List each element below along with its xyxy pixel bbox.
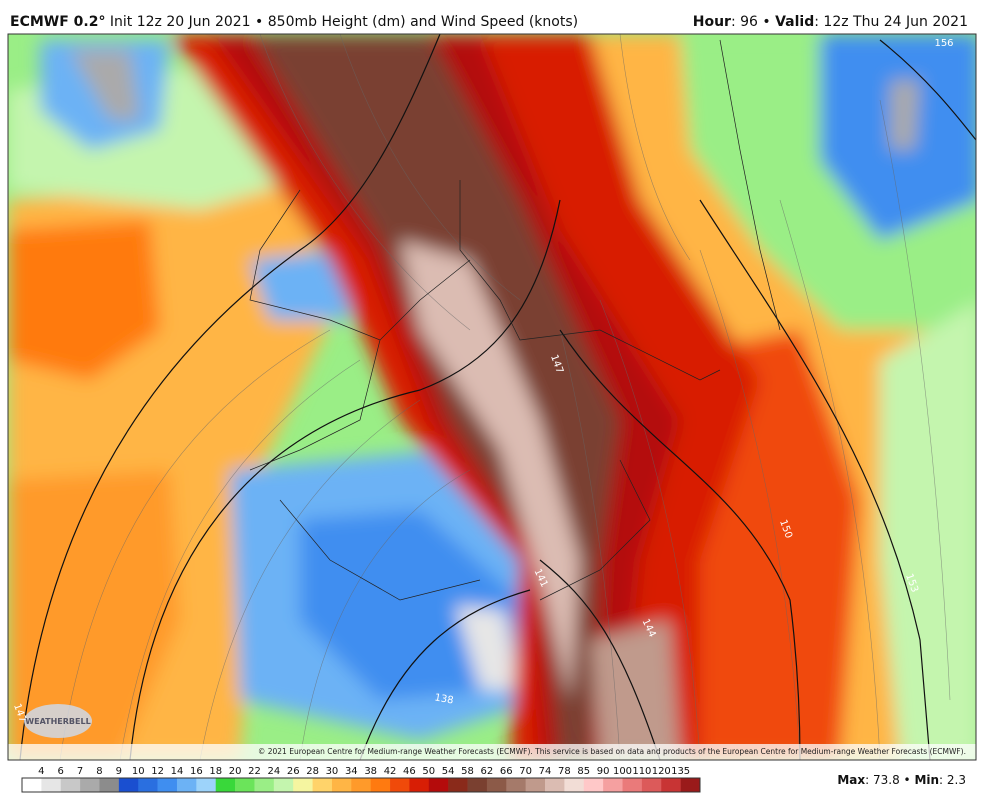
colorbar: 4 6 7 8 9 10 12 14 16 18 20 22 24 26 28 30 34 38 42 46 50 54 5… <box>21 766 701 793</box>
separator: • <box>762 14 770 30</box>
colorbar-swatch <box>603 778 623 792</box>
colorbar-swatch <box>390 778 410 792</box>
separator: • <box>255 14 263 30</box>
colorbar-label: 66 <box>500 766 513 777</box>
min-label: Min <box>914 773 939 787</box>
colorbar-label: 120 <box>652 766 671 777</box>
colorbar-label: 70 <box>519 766 532 777</box>
colorbar-label: 58 <box>461 766 474 777</box>
colorbar-label: 78 <box>558 766 571 777</box>
hour-value: : 96 <box>731 14 758 30</box>
separator: • <box>904 773 911 787</box>
colorbar-label: 110 <box>632 766 651 777</box>
colorbar-label: 100 <box>613 766 632 777</box>
colorbar-label: 34 <box>345 766 358 777</box>
colorbar-swatch <box>215 778 236 792</box>
colorbar-swatch <box>564 778 585 792</box>
colorbar-label: 28 <box>306 766 319 777</box>
hour-label: Hour <box>693 14 731 30</box>
colorbar-label: 85 <box>577 766 590 777</box>
colorbar-label: 12 <box>151 766 164 777</box>
colorbar-swatch <box>409 778 430 792</box>
colorbar-label: 38 <box>364 766 377 777</box>
colorbar-swatch <box>80 778 100 792</box>
colorbar-swatch <box>60 778 81 792</box>
valid-value: : 12z Thu 24 Jun 2021 <box>814 14 968 30</box>
max-value: : 73.8 <box>865 773 900 787</box>
colorbar-swatch <box>661 778 681 792</box>
colorbar-swatch <box>525 778 546 792</box>
colorbar-label: 26 <box>287 766 300 777</box>
contour-label: 156 <box>934 38 953 49</box>
colorbar-label: 90 <box>597 766 610 777</box>
colorbar-swatch <box>196 778 217 792</box>
colorbar-label: 135 <box>671 766 690 777</box>
colorbar-label: 4 <box>38 766 44 777</box>
colorbar-swatch <box>622 778 643 792</box>
colorbar-label: 20 <box>229 766 242 777</box>
product: 850mb Height (dm) and Wind Speed (knots) <box>268 14 578 30</box>
colorbar-label: 22 <box>248 766 261 777</box>
colorbar-label: 16 <box>190 766 203 777</box>
colorbar-swatch <box>370 778 391 792</box>
colorbar-frame <box>21 777 701 793</box>
colorbar-label: 24 <box>267 766 280 777</box>
colorbar-label: 42 <box>384 766 397 777</box>
colorbar-swatch <box>138 778 158 792</box>
colorbar-label: 6 <box>58 766 64 777</box>
colorbar-label: 7 <box>77 766 83 777</box>
colorbar-swatch <box>641 778 662 792</box>
colorbar-swatch <box>312 778 333 792</box>
init-time: Init 12z 20 Jun 2021 <box>110 14 251 30</box>
colorbar-swatch <box>448 778 468 792</box>
colorbar-label: 8 <box>96 766 102 777</box>
header-left: ECMWF 0.2° Init 12z 20 Jun 2021 • 850mb … <box>10 14 578 30</box>
logo: WEATHERBELL <box>25 717 90 726</box>
colorbar-label: 74 <box>539 766 552 777</box>
max-label: Max <box>837 773 865 787</box>
colorbar-swatch <box>41 778 62 792</box>
colorbar-swatch <box>545 778 565 792</box>
colorbar-label: 18 <box>209 766 222 777</box>
colorbar-swatch <box>351 778 371 792</box>
colorbar-swatch <box>157 778 178 792</box>
colorbar-label: 54 <box>442 766 455 777</box>
colorbar-swatch <box>22 778 42 792</box>
model: ECMWF 0.2° <box>10 14 105 30</box>
colorbar-swatch <box>467 778 488 792</box>
colorbar-label: 62 <box>481 766 494 777</box>
colorbar-swatch <box>273 778 294 792</box>
header-right: Hour: 96 • Valid: 12z Thu 24 Jun 2021 <box>693 14 968 30</box>
min-value: : 2.3 <box>939 773 966 787</box>
max-min: Max: 73.8 • Min: 2.3 <box>837 773 966 787</box>
colorbar-swatch <box>680 778 701 792</box>
map <box>8 34 976 760</box>
colorbar-label: 50 <box>422 766 435 777</box>
valid-label: Valid <box>775 14 814 30</box>
colorbar-swatch <box>506 778 526 792</box>
colorbar-swatch <box>293 778 313 792</box>
colorbar-label: 46 <box>403 766 416 777</box>
colorbar-swatch <box>235 778 255 792</box>
colorbar-swatch <box>99 778 120 792</box>
credit: © 2021 European Centre for Medium-range … <box>258 747 966 756</box>
colorbar-label: 30 <box>326 766 339 777</box>
contour-label: 138 <box>434 692 455 706</box>
colorbar-swatch <box>331 778 352 792</box>
colorbar-swatch <box>176 778 197 792</box>
colorbar-swatch <box>583 778 604 792</box>
colorbar-swatch <box>486 778 507 792</box>
colorbar-swatch <box>254 778 275 792</box>
colorbar-label: 14 <box>171 766 184 777</box>
colorbar-label: 10 <box>132 766 145 777</box>
colorbar-swatch <box>118 778 139 792</box>
colorbar-swatch <box>428 778 449 792</box>
colorbar-label: 9 <box>116 766 122 777</box>
